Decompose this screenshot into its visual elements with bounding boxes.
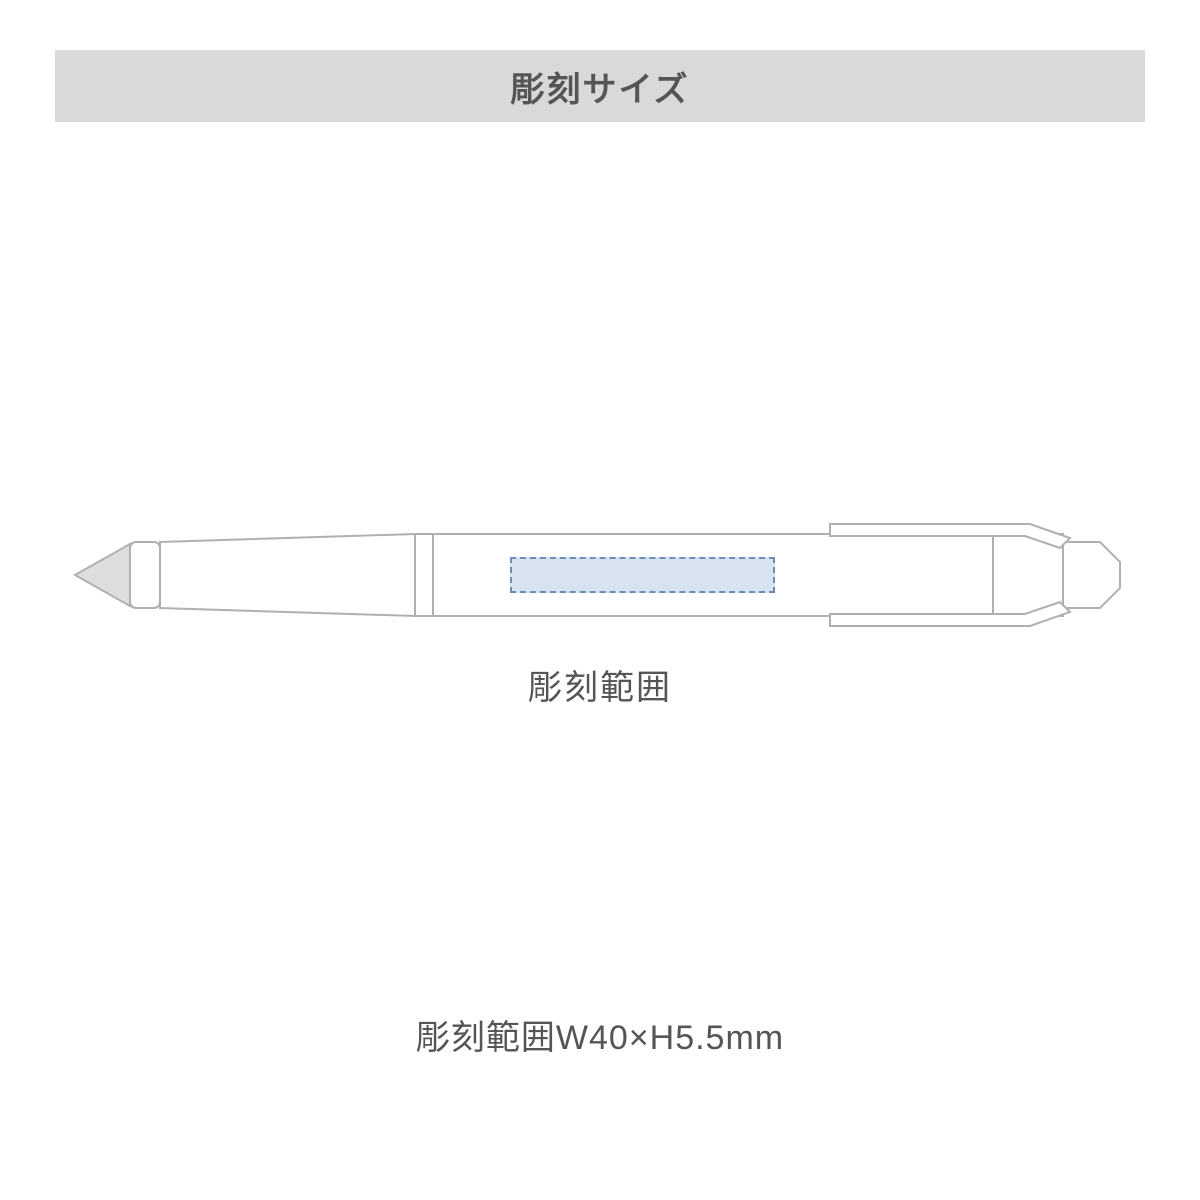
header-bar: 彫刻サイズ — [55, 50, 1145, 122]
engraving-area — [510, 557, 775, 593]
engraving-label: 彫刻範囲 — [0, 660, 1200, 709]
header-title: 彫刻サイズ — [511, 62, 690, 111]
pen-grip — [160, 534, 415, 616]
pen-tip — [75, 544, 130, 606]
pen-collar — [130, 542, 160, 608]
pen-knock — [1063, 542, 1120, 608]
dimension-text: 彫刻範囲W40×H5.5mm — [0, 1010, 1200, 1059]
pen-grip-ring — [415, 534, 433, 616]
